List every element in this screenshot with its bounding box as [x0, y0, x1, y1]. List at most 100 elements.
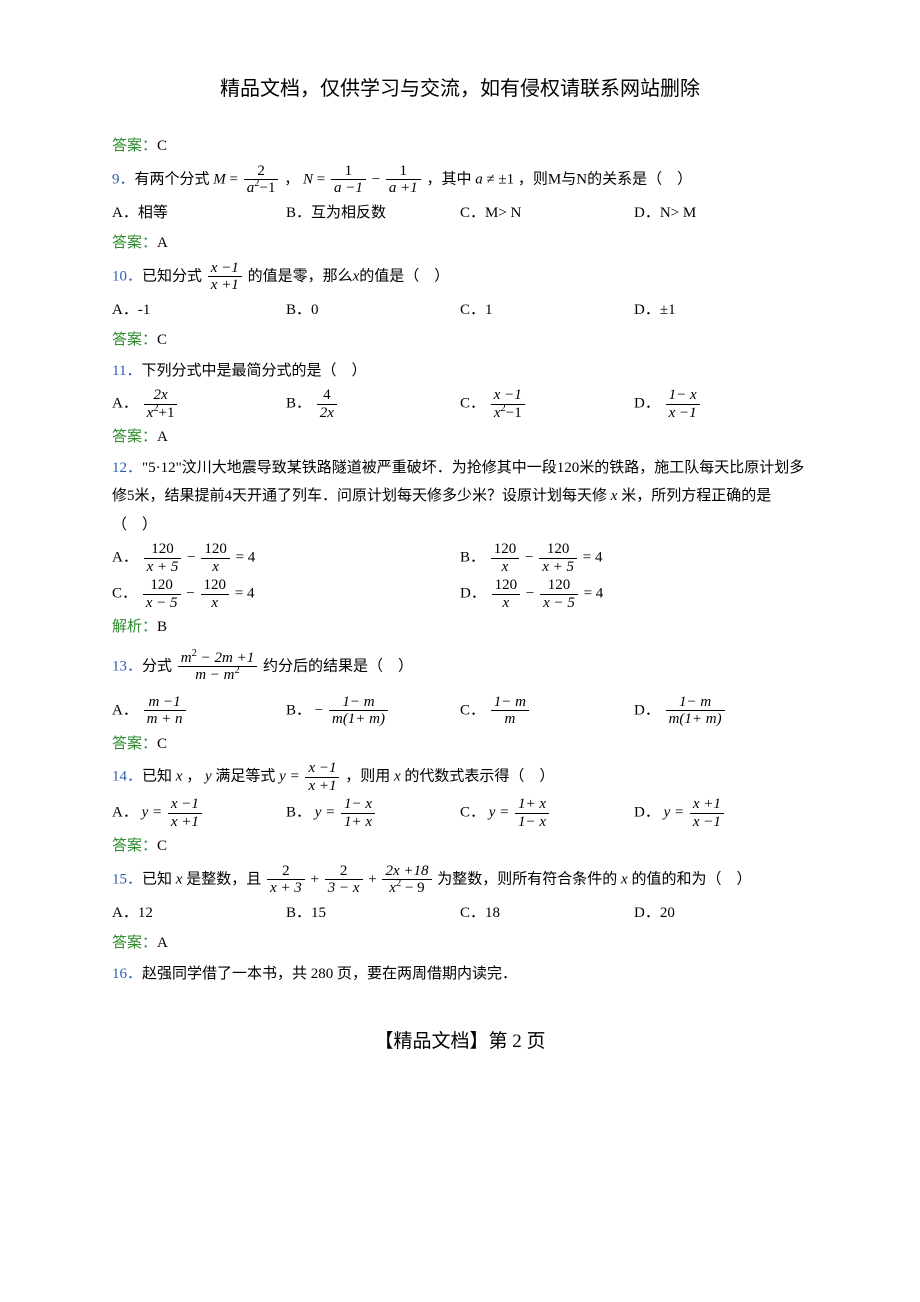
q11-optD: D． 1− x x −1 — [634, 387, 808, 421]
q13-frac: m2 − 2m +1 m − m2 — [178, 650, 257, 684]
q9-frac2: 1 a −1 — [331, 163, 366, 197]
q13-num: 13． — [112, 658, 142, 674]
q10-fn: x −1 — [208, 260, 242, 277]
q11-num: 11． — [112, 363, 141, 379]
q14-optC: C． y = 1+ x1− x — [460, 796, 634, 830]
q9-c1: ， — [284, 171, 299, 187]
q15-varx2: x — [617, 871, 631, 887]
q14-varx: x — [172, 768, 186, 784]
q9-answer-value: A — [157, 235, 168, 251]
q13-optB: B． − 1− mm(1+ m) — [286, 694, 460, 728]
q14-vary: y — [201, 768, 215, 784]
answer-label: 答案： — [112, 935, 157, 951]
q14-t4: 的代数式表示得（ ） — [404, 768, 554, 784]
q15-t1: 已知 — [142, 871, 172, 887]
q14-t1: 已知 — [142, 768, 172, 784]
q12-var: x — [607, 488, 621, 504]
q9-eq1: = — [230, 171, 238, 187]
q9-tend: ，则M与N的关系是（ ） — [518, 171, 692, 187]
answer-label: 答案： — [112, 429, 157, 445]
q13-answer: 答案：C — [112, 730, 808, 759]
q12-optB: B． 120x − 120x + 5 = 4 — [460, 541, 808, 575]
q10-optA: A．-1 — [112, 296, 286, 325]
q9-minus: − — [372, 171, 380, 187]
q15-t2: 是整数，且 — [186, 871, 261, 887]
q9-f2d: a −1 — [331, 179, 366, 197]
q9-f1n: 2 — [244, 163, 279, 180]
q9-c2: ，其中 — [426, 171, 471, 187]
page-footer: 【精品文档】第 2 页 — [112, 1024, 808, 1060]
q10-t3: 的值是（ ） — [359, 268, 449, 284]
q8-answer-value: C — [157, 138, 167, 154]
q9-frac3: 1 a +1 — [386, 163, 421, 197]
q15-answer: 答案：A — [112, 929, 808, 958]
q9-optC: C．M> N — [460, 199, 634, 228]
q10-t1: 已知分式 — [142, 268, 202, 284]
q14-lhs: y = — [279, 768, 300, 784]
q14-comma: ， — [186, 768, 201, 784]
answer-label: 答案： — [112, 235, 157, 251]
q15: 15．已知 x 是整数，且 2x + 3 + 23 − x + 2x +18x2… — [112, 863, 808, 897]
q11-optA: A． 2x x2+1 — [112, 387, 286, 421]
q11-optB-label: B． — [286, 395, 311, 411]
q14-t2: 满足等式 — [215, 768, 275, 784]
q13-answer-value: C — [157, 736, 167, 752]
q9-answer: 答案：A — [112, 229, 808, 258]
q10-answer: 答案：C — [112, 326, 808, 355]
q11-optC: C． x −1 x2−1 — [460, 387, 634, 421]
q9-eq2: = — [317, 171, 325, 187]
q11-optC-label: C． — [460, 395, 485, 411]
q10-options: A．-1 B．0 C．1 D．±1 — [112, 296, 808, 325]
q10-num: 10． — [112, 268, 142, 284]
answer-label: 答案： — [112, 838, 157, 854]
q11-optA-label: A． — [112, 395, 138, 411]
q14-frac: x −1 x +1 — [305, 760, 339, 794]
q9-f3n: 1 — [386, 163, 421, 180]
q15-options: A．12 B．15 C．18 D．20 — [112, 899, 808, 928]
q9-f3d: a +1 — [386, 179, 421, 197]
q14-varx2: x — [390, 768, 404, 784]
q9-f1d: a2−1 — [244, 179, 279, 197]
q9-optD: D．N> M — [634, 199, 808, 228]
q11: 11．下列分式中是最简分式的是（ ） — [112, 357, 808, 386]
q16: 16．赵强同学借了一本书，共 280 页，要在两周借期内读完． — [112, 960, 808, 989]
q15-answer-value: A — [157, 935, 168, 951]
q11-answer-value: A — [157, 429, 168, 445]
q13-t1: 分式 — [142, 658, 172, 674]
q15-optA: A．12 — [112, 899, 286, 928]
q16-text: 赵强同学借了一本书，共 280 页，要在两周借期内读完． — [142, 966, 517, 982]
q13-options: A． m −1m + n B． − 1− mm(1+ m) C． 1− mm D… — [112, 694, 808, 728]
q9-frac1: 2 a2−1 — [244, 163, 279, 197]
q11-answer: 答案：A — [112, 423, 808, 452]
q9-optB: B．互为相反数 — [286, 199, 460, 228]
answer-label: 答案： — [112, 332, 157, 348]
q14-options: A． y = x −1x +1 B． y = 1− x1+ x C． y = 1… — [112, 796, 808, 830]
q14-optB: B． y = 1− x1+ x — [286, 796, 460, 830]
answer-label: 答案： — [112, 138, 157, 154]
q14-t3: ，则用 — [345, 768, 390, 784]
q11-optB: B． 4 2x — [286, 387, 460, 421]
q15-t3: 为整数，则所有符合条件的 — [437, 871, 617, 887]
q13-t2: 约分后的结果是（ ） — [263, 658, 413, 674]
q15-optD: D．20 — [634, 899, 808, 928]
q11-options: A． 2x x2+1 B． 4 2x C． x −1 x2−1 D． 1− x … — [112, 387, 808, 421]
q13: 13．分式 m2 − 2m +1 m − m2 约分后的结果是（ ） — [112, 650, 808, 684]
q12-options-row1: A． 120x + 5 − 120x = 4 B． 120x − 120x + … — [112, 541, 808, 575]
q14-answer-value: C — [157, 838, 167, 854]
q14: 14．已知 x ， y 满足等式 y = x −1 x +1 ，则用 x 的代数… — [112, 760, 808, 794]
q14-num: 14． — [112, 768, 142, 784]
q9-M: M — [213, 171, 226, 187]
q9: 9．有两个分式 M = 2 a2−1 ， N = 1 a −1 − 1 a +1… — [112, 163, 808, 197]
analysis-label: 解析： — [112, 619, 157, 635]
q12-analysis: 解析：B — [112, 613, 808, 642]
q15-optB: B．15 — [286, 899, 460, 928]
q12-optC: C． 120x − 5 − 120x = 4 — [112, 577, 460, 611]
q16-num: 16． — [112, 966, 142, 982]
q14-optA: A． y = x −1x +1 — [112, 796, 286, 830]
q10: 10．已知分式 x −1 x +1 的值是零，那么x的值是（ ） — [112, 260, 808, 294]
q12: 12．"5·12"汶川大地震导致某铁路隧道被严重破坏．为抢修其中一段120米的铁… — [112, 454, 808, 540]
q11-optB-frac: 4 2x — [317, 387, 337, 421]
q15-varx: x — [172, 871, 186, 887]
q12-num: 12． — [112, 460, 142, 476]
q10-optB: B．0 — [286, 296, 460, 325]
